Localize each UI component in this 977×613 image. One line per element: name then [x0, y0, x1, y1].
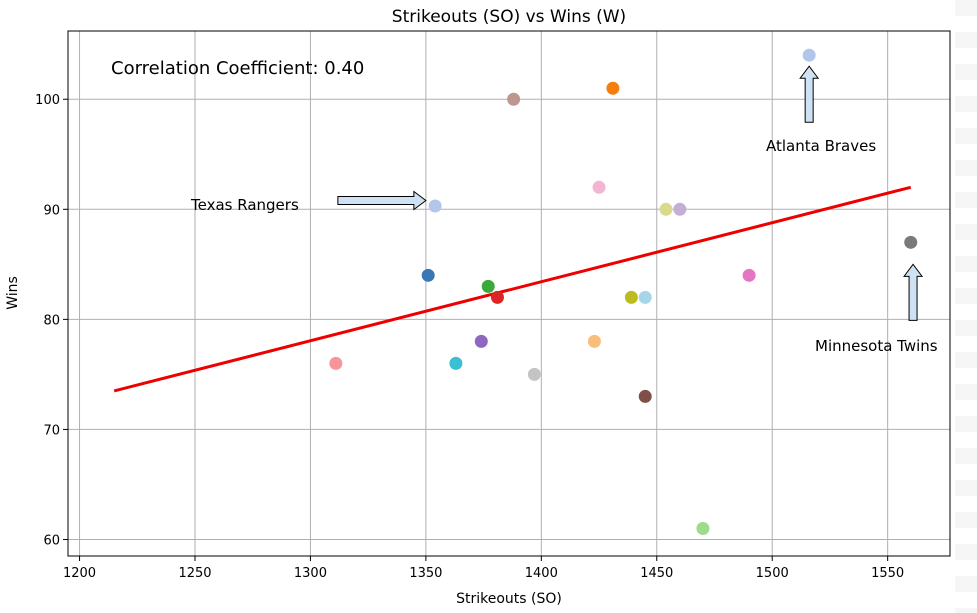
annotation-atlanta-braves: Atlanta Braves [766, 137, 876, 155]
data-point [606, 81, 620, 95]
data-point [421, 268, 435, 282]
chart-title: Strikeouts (SO) vs Wins (W) [392, 7, 626, 27]
x-tick-label: 1250 [178, 566, 211, 581]
x-tick-label: 1400 [525, 566, 558, 581]
data-point [624, 290, 638, 304]
data-point [587, 334, 601, 348]
y-tick-label: 100 [35, 93, 60, 108]
y-tick-label: 80 [43, 313, 60, 328]
x-tick-label: 1300 [294, 566, 327, 581]
data-point [507, 92, 521, 106]
data-point [638, 290, 652, 304]
data-point [490, 290, 504, 304]
data-point [659, 202, 673, 216]
x-tick-label: 1500 [756, 566, 789, 581]
annotation-minnesota-twins: Minnesota Twins [815, 337, 938, 355]
y-axis-label: Wins [5, 276, 21, 310]
x-axis-label: Strikeouts (SO) [456, 591, 562, 607]
data-point [802, 48, 816, 62]
trend-line [113, 185, 912, 393]
annotation-texas-rangers: Texas Rangers [190, 196, 299, 214]
annotation-arrow [903, 263, 924, 321]
trend-layer [113, 185, 912, 393]
data-point [592, 180, 606, 194]
data-point [527, 367, 541, 381]
data-point [329, 356, 343, 370]
tick-layer: 1200 1250 1300 1350 1400 1450 1500 1550 60 70 80 90… [35, 93, 904, 581]
data-point [742, 268, 756, 282]
x-tick-label: 1350 [409, 566, 442, 581]
annotation-arrow [337, 190, 427, 211]
y-tick-label: 70 [43, 423, 60, 438]
x-tick-label: 1200 [63, 566, 96, 581]
annotation-arrow [799, 65, 820, 123]
data-point [481, 279, 495, 293]
data-point [904, 235, 918, 249]
data-point [638, 389, 652, 403]
correlation-annotation: Correlation Coefficient: 0.40 [111, 58, 364, 79]
x-tick-label: 1450 [640, 566, 673, 581]
plot-frame [67, 30, 951, 557]
y-tick-label: 90 [43, 203, 60, 218]
arrow-layer [337, 65, 924, 321]
side-strip [955, 0, 977, 613]
grid [68, 31, 950, 556]
data-point [673, 202, 687, 216]
x-tick-label: 1550 [871, 566, 904, 581]
data-point [474, 334, 488, 348]
point-layer [329, 48, 918, 535]
y-tick-label: 60 [43, 533, 60, 548]
data-point [696, 521, 710, 535]
data-point [449, 356, 463, 370]
data-point [428, 199, 442, 213]
